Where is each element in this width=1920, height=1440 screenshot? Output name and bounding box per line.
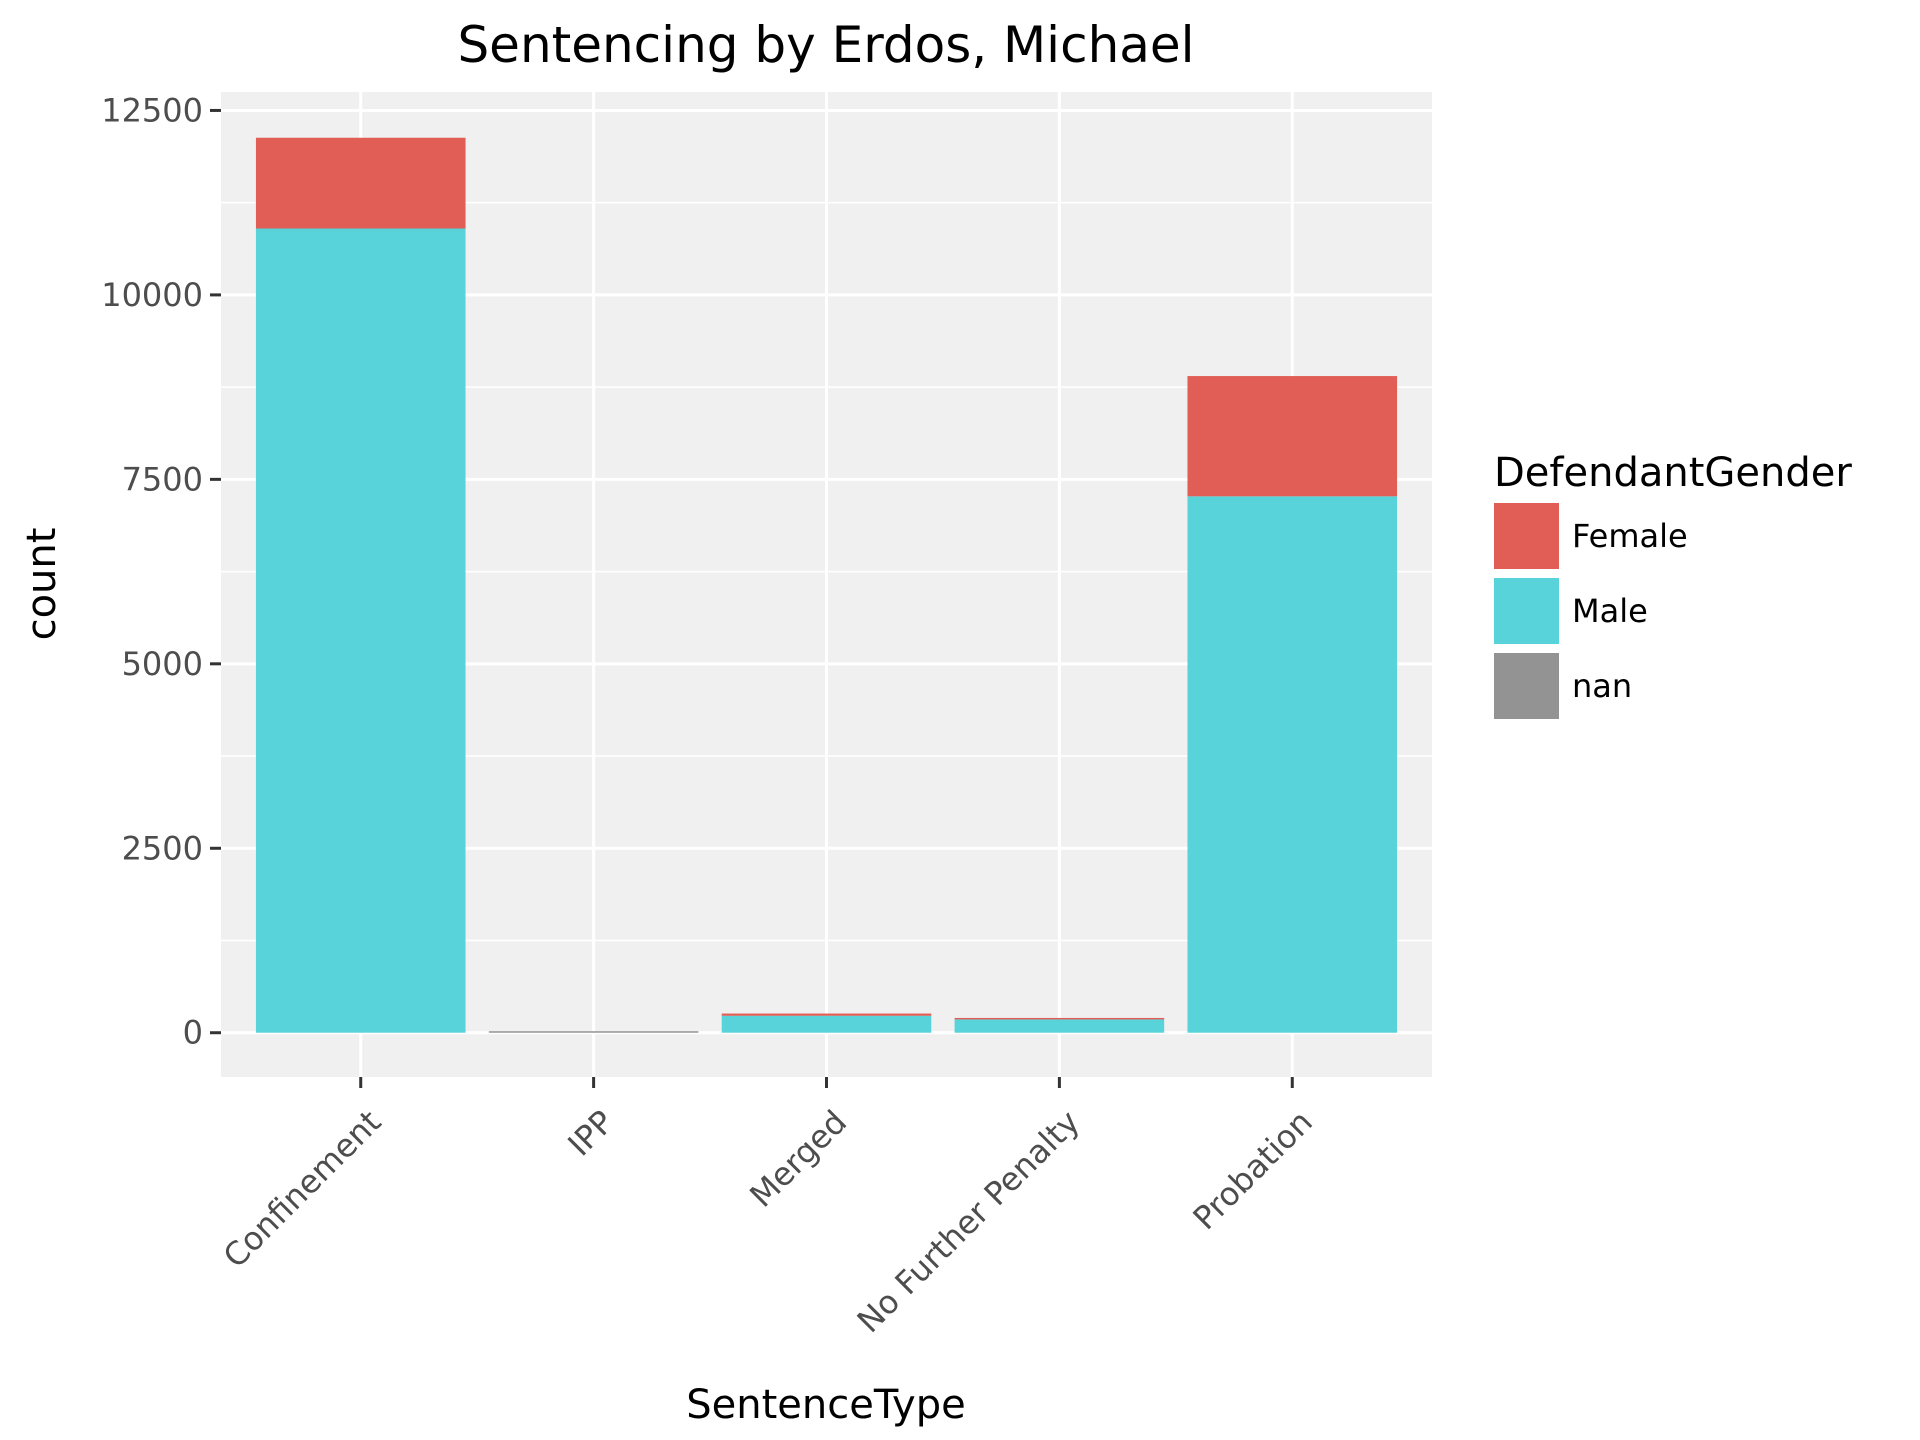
bars xyxy=(255,137,1398,1033)
legend-title: DefendantGender xyxy=(1494,450,1852,496)
y-tick-label: 10000 xyxy=(101,276,203,314)
y-tick-label: 2500 xyxy=(122,829,203,867)
y-axis-title: count xyxy=(19,528,65,641)
y-axis: 0 2500 5000 7500 10000 12500 xyxy=(101,91,221,1052)
legend-label-male: Male xyxy=(1572,592,1648,630)
chart-title: Sentencing by Erdos, Michael xyxy=(457,16,1194,74)
legend-swatch-female xyxy=(1494,503,1559,569)
legend: DefendantGender Female Male nan xyxy=(1494,450,1852,719)
x-axis-title: SentenceType xyxy=(686,1382,965,1428)
y-tick-label: 0 xyxy=(183,1014,203,1052)
bar-probation-female xyxy=(1187,376,1398,497)
bar-merged-male xyxy=(721,1015,932,1033)
bar-probation-male xyxy=(1187,496,1398,1033)
bar-confinement-male xyxy=(255,228,466,1033)
bar-no-further-penalty-male xyxy=(954,1019,1165,1033)
legend-label-nan: nan xyxy=(1572,667,1632,705)
bar-ipp-nan xyxy=(488,1031,699,1033)
y-tick-label: 12500 xyxy=(101,91,203,129)
legend-swatch-nan xyxy=(1494,653,1559,719)
legend-label-female: Female xyxy=(1572,517,1688,555)
legend-swatch-male xyxy=(1494,578,1559,644)
bar-confinement-female xyxy=(255,137,466,229)
bar-no-further-penalty-female xyxy=(954,1017,1165,1020)
y-tick-label: 5000 xyxy=(122,645,203,683)
bar-merged-female xyxy=(721,1013,932,1016)
y-tick-label: 7500 xyxy=(122,460,203,498)
